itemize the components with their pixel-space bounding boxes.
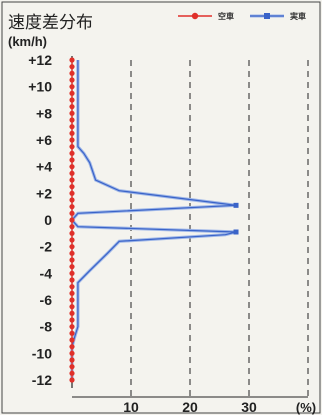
series-marker <box>69 370 75 376</box>
series-marker <box>69 297 75 303</box>
series-line <box>71 60 237 380</box>
y-tick-label: +6 <box>36 132 52 148</box>
y-tick-label: -2 <box>40 239 53 255</box>
series-marker <box>69 64 75 70</box>
series-marker <box>69 277 75 283</box>
series-marker <box>69 204 75 210</box>
series-marker <box>69 364 75 370</box>
series-marker <box>69 357 75 363</box>
series-marker <box>69 170 75 176</box>
series-marker <box>69 304 75 310</box>
legend-marker <box>191 12 199 20</box>
y-tick-label: +10 <box>28 79 52 95</box>
series-marker <box>69 104 75 110</box>
y-axis-unit: (km/h) <box>8 34 47 49</box>
y-tick-label: +8 <box>36 105 52 121</box>
series-marker <box>69 270 75 276</box>
series-marker <box>69 84 75 90</box>
chart-title: 速度差分布 <box>8 13 93 32</box>
series-marker <box>69 197 75 203</box>
x-tick-label: 10 <box>123 399 139 415</box>
series-marker <box>69 224 75 230</box>
series-marker <box>69 310 75 316</box>
series-marker <box>69 70 75 76</box>
series-marker <box>69 97 75 103</box>
y-tick-label: -8 <box>40 319 53 335</box>
series-marker <box>69 144 75 150</box>
series-marker <box>69 350 75 356</box>
series-marker <box>69 257 75 263</box>
series-marker <box>69 184 75 190</box>
legend-label: 空車 <box>218 11 234 21</box>
series-marker <box>69 377 75 383</box>
series-marker <box>69 157 75 163</box>
series-marker <box>69 110 75 116</box>
y-tick-label: -6 <box>40 292 53 308</box>
series-marker <box>69 150 75 156</box>
series-marker <box>69 244 75 250</box>
y-tick-label: -12 <box>32 372 52 388</box>
y-tick-label: +2 <box>36 185 52 201</box>
series-marker <box>69 250 75 256</box>
y-tick-label: -4 <box>40 265 53 281</box>
series-marker <box>69 210 75 216</box>
series-marker <box>69 164 75 170</box>
series-marker <box>69 230 75 236</box>
series-marker <box>69 177 75 183</box>
series-marker <box>69 324 75 330</box>
y-tick-label: +12 <box>28 52 52 68</box>
series-marker <box>69 264 75 270</box>
legend-label: 実車 <box>290 11 306 21</box>
series-marker <box>69 130 75 136</box>
series-marker <box>233 229 239 235</box>
legend-marker <box>264 13 270 19</box>
series-marker <box>69 190 75 196</box>
series-marker <box>69 77 75 83</box>
y-tick-label: -10 <box>32 345 52 361</box>
series-marker <box>69 317 75 323</box>
series-marker <box>69 217 75 223</box>
x-tick-label: 30 <box>241 399 257 415</box>
x-axis-unit: (%) <box>296 400 316 415</box>
series-marker <box>69 284 75 290</box>
series-marker <box>69 57 75 63</box>
series-marker <box>69 137 75 143</box>
series-marker <box>69 344 75 350</box>
y-tick-label: 0 <box>44 212 52 228</box>
series-marker <box>69 337 75 343</box>
x-tick-label: 20 <box>182 399 198 415</box>
series-marker <box>69 290 75 296</box>
series-marker <box>69 237 75 243</box>
y-tick-label: +4 <box>36 159 52 175</box>
series-marker <box>69 330 75 336</box>
series-marker <box>69 117 75 123</box>
series-line-outline <box>69 60 237 380</box>
series-marker <box>233 202 239 208</box>
series-marker <box>69 90 75 96</box>
series-marker <box>69 124 75 130</box>
